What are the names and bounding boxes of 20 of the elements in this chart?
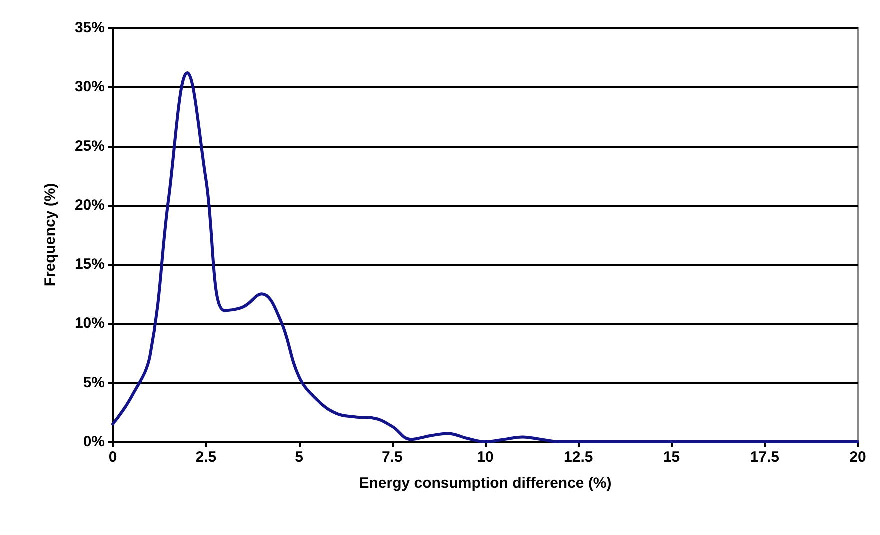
x-tick-label: 7.5 (382, 449, 403, 466)
x-tick-label: 15 (663, 449, 680, 466)
y-tick-label: 35% (74, 20, 105, 36)
x-tick-label: 20 (850, 449, 866, 466)
y-axis-title: Frequency (%) (42, 183, 59, 287)
x-tick-label: 2.5 (196, 449, 217, 466)
line-series (112, 71, 860, 444)
y-tick-label: 0% (83, 434, 105, 450)
y-tick-label: 25% (74, 138, 105, 155)
y-tick-label: 15% (74, 256, 105, 274)
x-tick-label: 10 (477, 449, 494, 466)
x-tick-label: 5 (295, 449, 304, 466)
y-tick-label: 5% (83, 374, 105, 392)
y-tick-label: 10% (74, 315, 105, 332)
y-tick-label: 30% (74, 78, 105, 96)
x-tick-label: 17.5 (750, 449, 780, 466)
x-tick-label: 0 (108, 449, 118, 466)
y-tick-label: 20% (74, 196, 105, 214)
x-axis-title: Energy consumption difference (%) (359, 475, 612, 492)
x-tick-label: 12.5 (564, 449, 594, 466)
